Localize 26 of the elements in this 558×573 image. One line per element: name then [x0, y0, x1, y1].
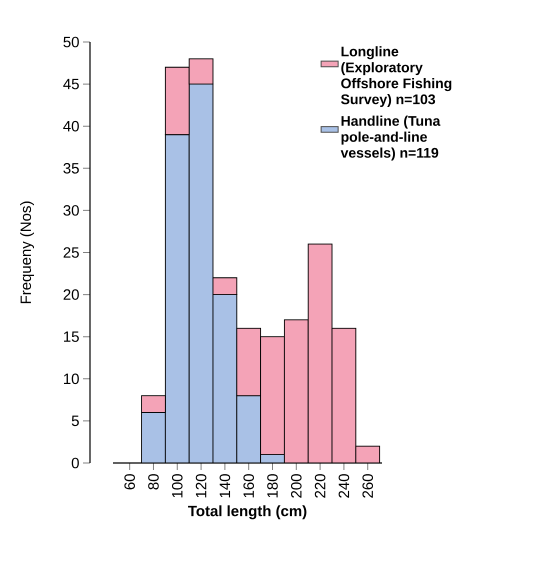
y-tick-label: 0: [72, 458, 79, 468]
x-tick-label: 200: [291, 474, 302, 498]
x-tick-label: 160: [243, 474, 254, 498]
y-tick-label: 45: [63, 78, 79, 90]
y-tick-label: 15: [64, 331, 79, 342]
x-tick-label: 220: [314, 474, 326, 498]
y-tick-label: 40: [63, 120, 79, 132]
x-tick-label: 240: [338, 474, 350, 498]
x-tick-label: 180: [267, 474, 278, 498]
y-tick-label: 10: [64, 374, 79, 384]
x-tick-label: 260: [362, 474, 374, 498]
x-axis-title: Total length (cm): [188, 505, 306, 520]
y-axis-title: Frequeny (Nos): [20, 202, 34, 304]
x-tick-label: 120: [196, 474, 206, 498]
y-tick-label: 50: [63, 36, 79, 48]
y-tick-label: 25: [64, 247, 79, 258]
legend-label: Longline (Exploratory Offshore Fishing Survey) n=103: [341, 46, 452, 107]
y-tick-label: 35: [63, 163, 79, 174]
legend-label: Handline (Tuna pole-and-line vessels) n=119: [340, 116, 440, 161]
x-tick-label: 100: [172, 474, 183, 498]
x-tick-label: 80: [148, 474, 159, 490]
y-tick-label: 20: [64, 289, 79, 300]
y-tick-label: 5: [72, 416, 79, 426]
x-tick-label: 60: [124, 474, 135, 490]
y-tick-label: 30: [63, 205, 79, 216]
x-tick-label: 140: [220, 474, 230, 498]
